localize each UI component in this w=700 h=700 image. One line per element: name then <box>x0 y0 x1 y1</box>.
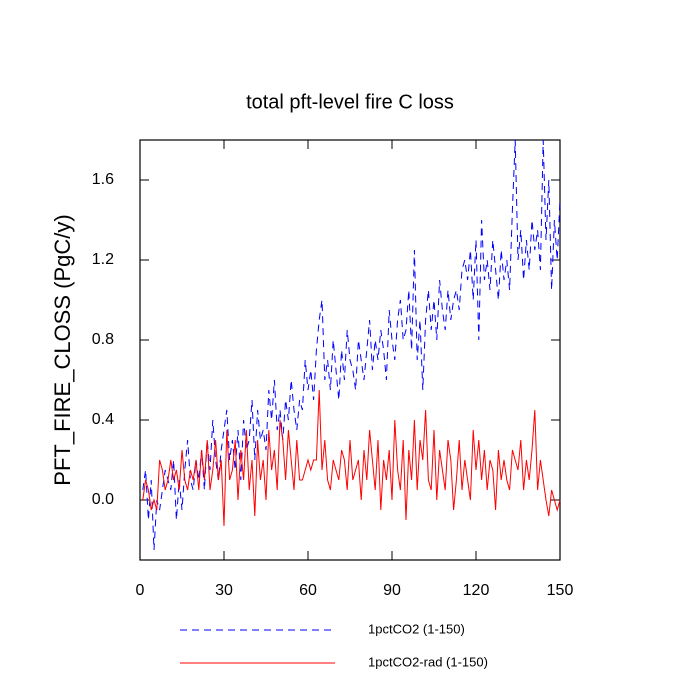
x-tick-label: 0 <box>136 582 145 599</box>
x-tick-label: 120 <box>463 582 490 599</box>
y-tick-label: 0.8 <box>92 331 114 348</box>
y-tick-label: 1.2 <box>92 251 114 268</box>
data-line <box>142 139 561 551</box>
x-tick-label: 90 <box>383 582 401 599</box>
y-tick-label: 0.4 <box>92 411 114 428</box>
legend-label: 1pctCO2 (1-150) <box>368 621 465 636</box>
y-axis-label: PFT_FIRE_CLOSS (PgC/y) <box>50 214 75 485</box>
plot-frame <box>139 139 561 561</box>
x-tick-label: 150 <box>547 582 574 599</box>
data-line <box>142 389 561 527</box>
chart-title: total pft-level fire C loss <box>246 91 454 113</box>
x-tick-label: 30 <box>215 582 233 599</box>
legend-label: 1pctCO2-rad (1-150) <box>368 654 488 669</box>
y-tick-label: 1.6 <box>92 171 114 188</box>
x-tick-label: 60 <box>299 582 317 599</box>
y-tick-label: 0.0 <box>92 491 114 508</box>
